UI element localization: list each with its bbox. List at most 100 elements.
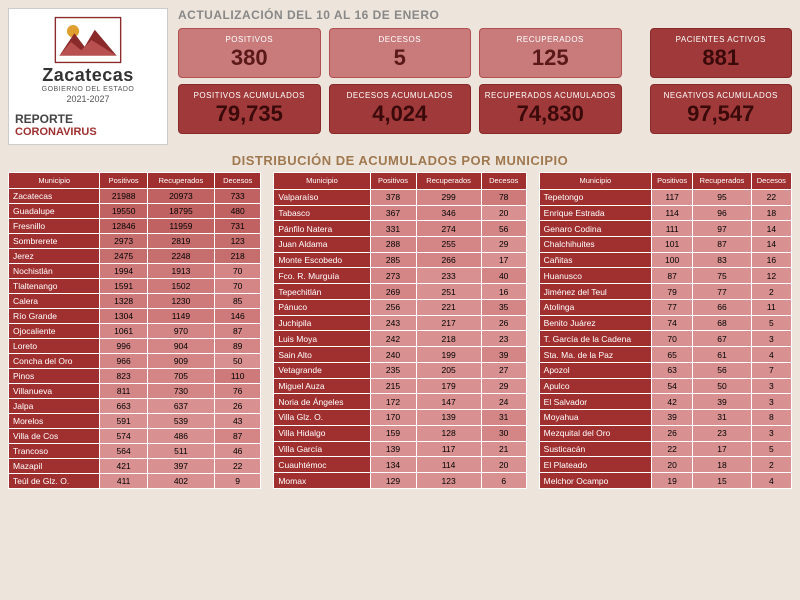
cell-value: 139 — [416, 410, 481, 426]
cell-value: 20 — [481, 457, 526, 473]
card-decesos: DECESOS 5 — [329, 28, 472, 78]
cell-value: 823 — [100, 369, 147, 384]
cell-value: 40 — [481, 268, 526, 284]
report-line-2: CORONAVIRUS — [15, 126, 161, 138]
table-row: Noria de Ángeles17214724 — [274, 394, 526, 410]
cell-value: 89 — [215, 339, 261, 354]
cell-value: 205 — [416, 362, 481, 378]
col-header: Recuperados — [693, 173, 751, 190]
cell-value: 87 — [652, 268, 693, 284]
cell-value: 22 — [751, 189, 791, 205]
table-row: Ojocaliente106197087 — [9, 324, 261, 339]
municipio-name: Jiménez del Teul — [539, 284, 651, 300]
cell-value: 95 — [693, 189, 751, 205]
cell-value: 39 — [481, 347, 526, 363]
cell-value: 111 — [652, 221, 693, 237]
cell-value: 243 — [370, 315, 416, 331]
municipio-table-2: MunicipioPositivosRecuperadosDecesosValp… — [273, 172, 526, 489]
cell-value: 18 — [693, 457, 751, 473]
cell-value: 87 — [693, 237, 751, 253]
cell-value: 35 — [481, 299, 526, 315]
municipio-name: El Salvador — [539, 394, 651, 410]
cell-value: 170 — [370, 410, 416, 426]
card-value: 5 — [334, 45, 467, 71]
cell-value: 1913 — [147, 264, 214, 279]
cell-value: 1230 — [147, 294, 214, 309]
table-row: Miguel Auza21517929 — [274, 378, 526, 394]
cell-value: 273 — [370, 268, 416, 284]
table-row: Momax1291236 — [274, 473, 526, 489]
cell-value: 16 — [481, 284, 526, 300]
municipio-name: Vetagrande — [274, 362, 370, 378]
card-value: 74,830 — [484, 101, 617, 127]
table-row: El Plateado20182 — [539, 457, 791, 473]
cell-value: 421 — [100, 459, 147, 474]
municipio-name: Mazapil — [9, 459, 100, 474]
municipio-name: Benito Juárez — [539, 315, 651, 331]
cards-row-bottom: POSITIVOS ACUMULADOS 79,735 DECESOS ACUM… — [178, 84, 792, 134]
distribution-title: DISTRIBUCIÓN DE ACUMULADOS POR MUNICIPIO — [8, 153, 792, 168]
cell-value: 2475 — [100, 249, 147, 264]
table-row: El Salvador42393 — [539, 394, 791, 410]
cell-value: 18795 — [147, 204, 214, 219]
cell-value: 255 — [416, 237, 481, 253]
table-row: Fco. R. Murguía27323340 — [274, 268, 526, 284]
table-row: Apozol63567 — [539, 362, 791, 378]
municipio-name: Teúl de Glz. O. — [9, 474, 100, 489]
table-row: Pinos823705110 — [9, 369, 261, 384]
cell-value: 172 — [370, 394, 416, 410]
cell-value: 46 — [215, 444, 261, 459]
cell-value: 1328 — [100, 294, 147, 309]
table-row: Benito Juárez74685 — [539, 315, 791, 331]
municipio-name: Tabasco — [274, 205, 370, 221]
col-header: Municipio — [9, 173, 100, 189]
logo-title: Zacatecas — [42, 65, 134, 86]
cell-value: 14 — [751, 221, 791, 237]
cell-value: 480 — [215, 204, 261, 219]
cell-value: 705 — [147, 369, 214, 384]
municipio-name: Río Grande — [9, 309, 100, 324]
cell-value: 256 — [370, 299, 416, 315]
card-value: 380 — [183, 45, 316, 71]
cell-value: 2248 — [147, 249, 214, 264]
table-row: Melchor Ocampo19154 — [539, 473, 791, 489]
cell-value: 139 — [370, 441, 416, 457]
cell-value: 29 — [481, 378, 526, 394]
cell-value: 266 — [416, 252, 481, 268]
cell-value: 50 — [215, 354, 261, 369]
cell-value: 70 — [652, 331, 693, 347]
table-row: Mazapil42139722 — [9, 459, 261, 474]
municipio-name: Luis Moya — [274, 331, 370, 347]
col-header: Municipio — [274, 173, 370, 190]
municipio-name: Atolinga — [539, 299, 651, 315]
cell-value: 7 — [751, 362, 791, 378]
cell-value: 996 — [100, 339, 147, 354]
cell-value: 397 — [147, 459, 214, 474]
table-row: Villa Hidalgo15912830 — [274, 425, 526, 441]
card-value: 4,024 — [334, 101, 467, 127]
table-row: Zacatecas2198820973733 — [9, 189, 261, 204]
cell-value: 235 — [370, 362, 416, 378]
cell-value: 78 — [481, 189, 526, 205]
cell-value: 87 — [215, 429, 261, 444]
municipio-name: Huanusco — [539, 268, 651, 284]
cell-value: 123 — [416, 473, 481, 489]
municipio-table-3: MunicipioPositivosRecuperadosDecesosTepe… — [539, 172, 792, 489]
cell-value: 75 — [693, 268, 751, 284]
card-positivos: POSITIVOS 380 — [178, 28, 321, 78]
cell-value: 1994 — [100, 264, 147, 279]
cell-value: 218 — [416, 331, 481, 347]
municipio-name: Juan Aldama — [274, 237, 370, 253]
municipio-name: Fco. R. Murguía — [274, 268, 370, 284]
col-header: Decesos — [215, 173, 261, 189]
municipio-name: Nochistlán — [9, 264, 100, 279]
table-row: Mezquital del Oro26233 — [539, 425, 791, 441]
cell-value: 486 — [147, 429, 214, 444]
cell-value: 110 — [215, 369, 261, 384]
cards-row-top: POSITIVOS 380 DECESOS 5 RECUPERADOS 125 … — [178, 28, 792, 78]
card-label: DECESOS ACUMULADOS — [334, 91, 467, 100]
card-value: 79,735 — [183, 101, 316, 127]
cell-value: 22 — [652, 441, 693, 457]
cell-value: 591 — [100, 414, 147, 429]
cell-value: 269 — [370, 284, 416, 300]
